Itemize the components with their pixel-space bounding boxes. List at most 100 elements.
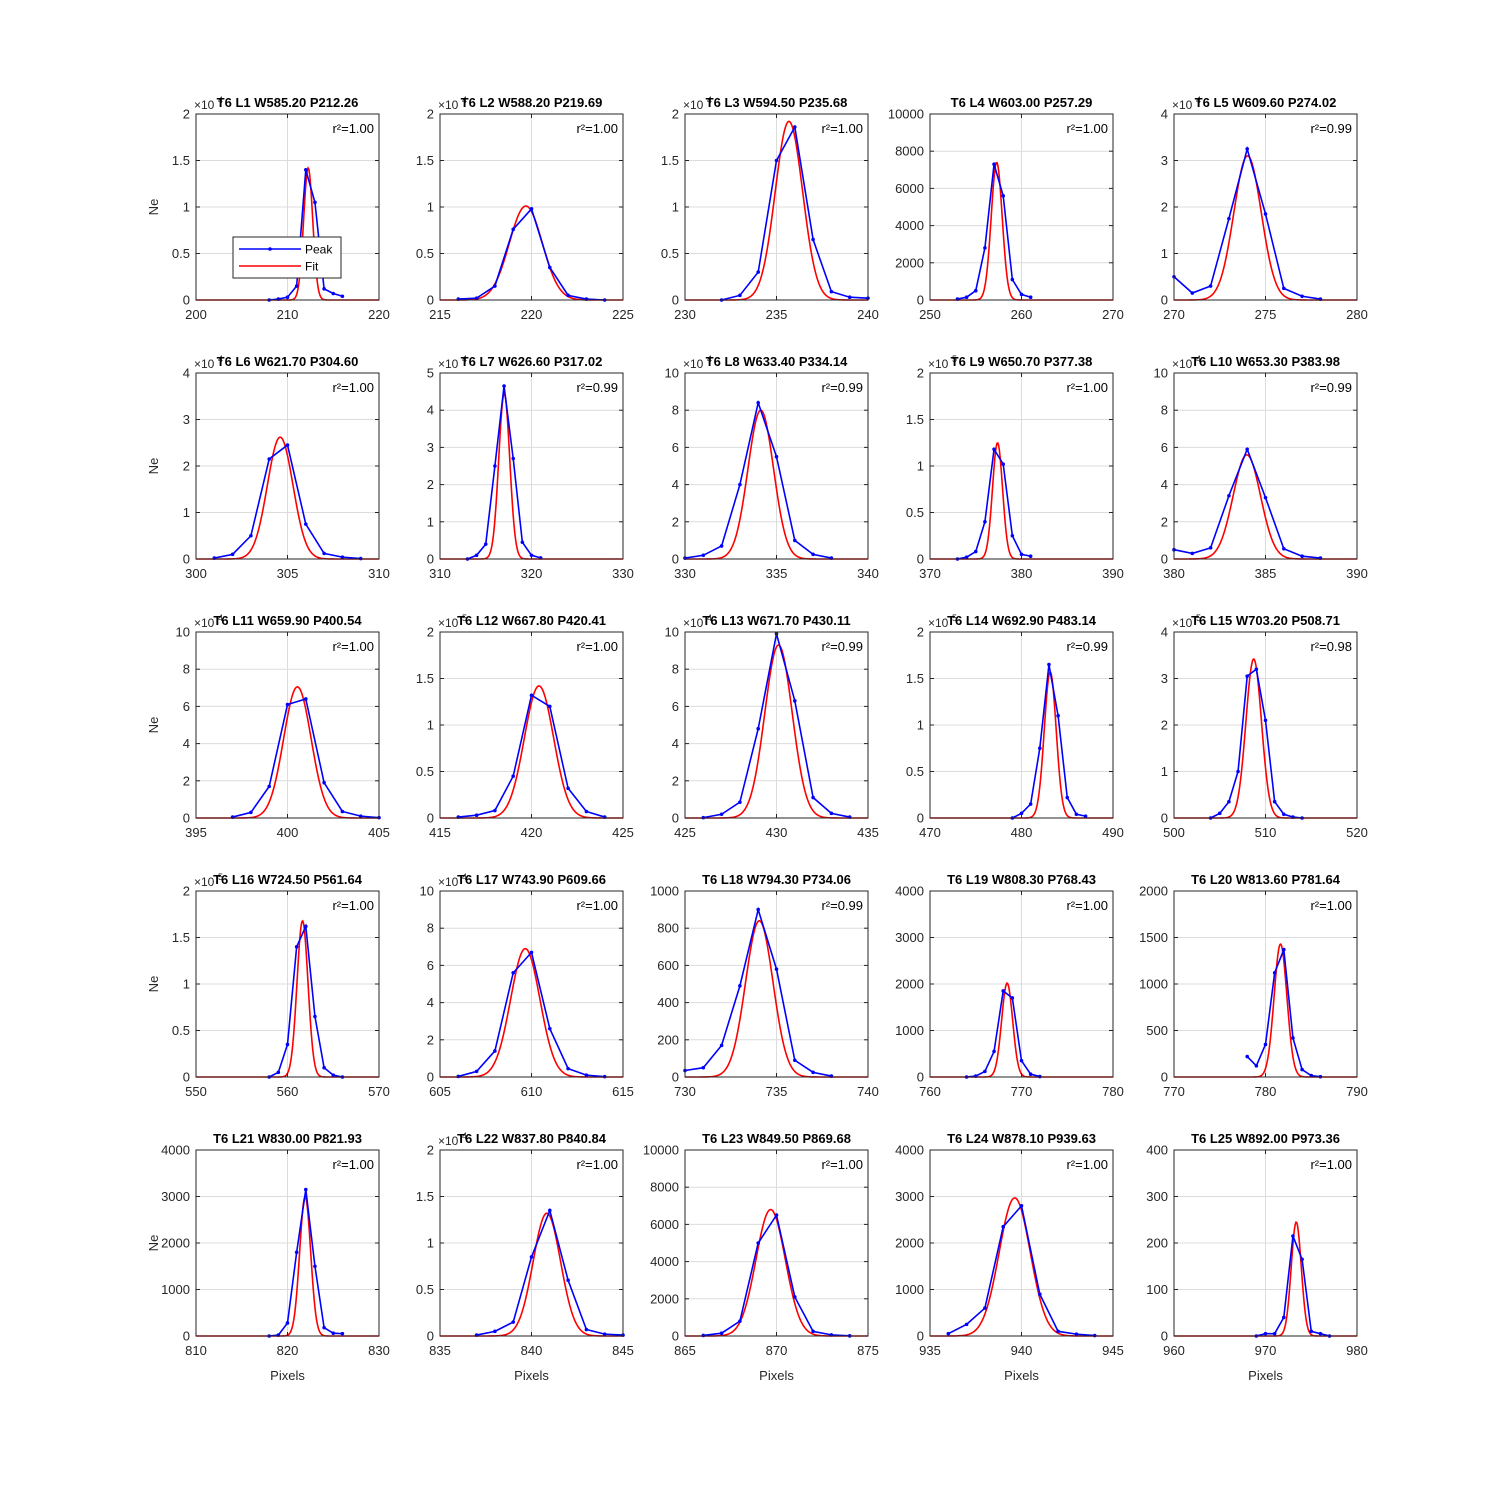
peak-data-point (548, 1026, 552, 1031)
peak-data-point (983, 520, 987, 524)
x-tick-label: 235 (766, 307, 788, 322)
peak-data-point (756, 726, 760, 731)
y-tick-label: 0 (1161, 1070, 1168, 1085)
peak-data-point (331, 1331, 336, 1336)
peak-data-point (1010, 533, 1015, 538)
subplot-24: 935 940 945 0 1000 2000 3000 4000 T6 L24 W878.10… (895, 1131, 1124, 1383)
peak-data-point (1047, 662, 1051, 667)
peak-data-point (493, 1049, 497, 1053)
peak-data-point (719, 544, 724, 548)
peak-data-point (719, 812, 724, 817)
subplot-title: T6 L1 W585.20 P212.26 (217, 95, 359, 110)
y-tick-label: 0 (672, 811, 679, 826)
x-tick-label: 210 (277, 307, 299, 322)
peak-data-point (566, 1278, 570, 1282)
peak-data-point (1208, 284, 1213, 288)
y-exponent: ×10 4 (194, 95, 223, 112)
peak-data-point (1038, 1292, 1042, 1296)
y-tick-label: 1 (1161, 246, 1168, 261)
peak-data-point (946, 1331, 951, 1336)
y-exponent-base: ×10 (683, 357, 704, 371)
y-tick-label: 1.5 (906, 412, 924, 427)
x-tick-label: 470 (919, 825, 941, 840)
peak-data-point (992, 162, 996, 167)
y-tick-label: 1 (917, 459, 924, 474)
y-tick-label: 0.5 (416, 246, 434, 261)
peak-data-point (756, 907, 760, 912)
subplot-22: 835 840 845 0 0.5 1 1.5 2 ×10 4T6 L22 W837.80 P84… (416, 1131, 634, 1383)
y-tick-label: 8 (672, 662, 679, 677)
grid-lines (440, 632, 623, 818)
peak-data-point (249, 810, 253, 815)
ticks: 550 560 570 0 0.5 1 1.5 2 (172, 884, 390, 1100)
x-tick-label: 270 (1163, 307, 1185, 322)
peak-data-point (964, 555, 969, 559)
subplot-title: T6 L14 W692.90 P483.14 (947, 613, 1097, 628)
peak-data-point (584, 1327, 589, 1332)
x-tick-label: 980 (1346, 1343, 1368, 1358)
y-exponent-base: ×10 (928, 616, 949, 630)
y-tick-label: 4 (1161, 477, 1168, 492)
y-tick-label: 2 (1161, 200, 1168, 215)
peak-data-point (493, 284, 497, 288)
r-squared-label: r²=1.00 (576, 639, 618, 654)
y-tick-label: 1 (917, 718, 924, 733)
y-tick-label: 0 (1161, 293, 1168, 308)
peak-data-point (719, 1043, 724, 1048)
peak-data-point (793, 1295, 797, 1299)
subplot-20: 770 780 790 0 500 1000 1500 2000 T6 L20 W813.60 … (1139, 872, 1368, 1099)
peak-data-point (529, 950, 534, 955)
peak-data-point (1038, 746, 1042, 751)
y-tick-label: 0.5 (906, 764, 924, 779)
x-tick-label: 390 (1102, 566, 1124, 581)
y-tick-label: 10 (665, 366, 679, 381)
peak-data-point (1245, 674, 1249, 678)
ticks: 200 210 220 0 0.5 1 1.5 2 (172, 107, 390, 323)
y-tick-label: 0 (427, 1329, 434, 1344)
subplot-title: T6 L12 W667.80 P420.41 (457, 613, 606, 628)
y-tick-label: 0 (183, 811, 190, 826)
x-tick-label: 275 (1255, 307, 1277, 322)
grid-lines (1174, 373, 1357, 559)
y-tick-label: 1 (1161, 764, 1168, 779)
peak-data-point (511, 971, 515, 975)
y-tick-label: 1.5 (661, 153, 679, 168)
y-tick-label: 0 (672, 1070, 679, 1085)
grid-lines (196, 1150, 379, 1336)
y-tick-label: 1500 (1139, 930, 1168, 945)
peak-data-point (358, 814, 363, 818)
peak-data-point (964, 1322, 969, 1327)
r-squared-label: r²=1.00 (1310, 1157, 1352, 1172)
peak-data-point (267, 784, 272, 789)
peak-data-point (1291, 1234, 1295, 1238)
grid-lines (685, 632, 868, 818)
y-tick-label: 6 (672, 699, 679, 714)
r-squared-label: r²=0.99 (1310, 380, 1352, 395)
subplot-title: T6 L25 W892.00 P973.36 (1191, 1131, 1340, 1146)
y-tick-label: 1.5 (416, 153, 434, 168)
x-tick-label: 310 (429, 566, 451, 581)
subplot-title: T6 L5 W609.60 P274.02 (1195, 95, 1337, 110)
peak-data-point (701, 1065, 706, 1070)
peak-data-point (756, 400, 760, 405)
ticks: 425 430 435 0 2 4 6 8 10 (665, 625, 879, 841)
subplot-9: 370 380 390 0 0.5 1 1.5 2 ×10 5T6 L9 W650.70 P377… (906, 354, 1124, 581)
y-tick-label: 1000 (1139, 977, 1168, 992)
y-tick-label: 0 (672, 552, 679, 567)
peak-data-point (493, 1329, 497, 1334)
y-tick-label: 6 (427, 958, 434, 973)
y-tick-label: 2 (183, 884, 190, 899)
peak-data-point (719, 1331, 724, 1336)
y-tick-label: 1 (427, 200, 434, 215)
y-tick-label: 200 (1146, 1236, 1168, 1251)
subplot-title: T6 L18 W794.30 P734.06 (702, 872, 851, 887)
subplot-4: 250 260 270 0 2000 4000 6000 8000 10000 T6 L4 W60… (888, 95, 1124, 322)
r-squared-label: r²=1.00 (1066, 898, 1108, 913)
r-squared-label: r²=1.00 (332, 898, 374, 913)
y-axis-label: Ne (146, 717, 161, 734)
y-exponent-power: 4 (462, 1131, 467, 1141)
y-axis-label: Ne (146, 199, 161, 216)
peak-data-point (774, 967, 779, 971)
